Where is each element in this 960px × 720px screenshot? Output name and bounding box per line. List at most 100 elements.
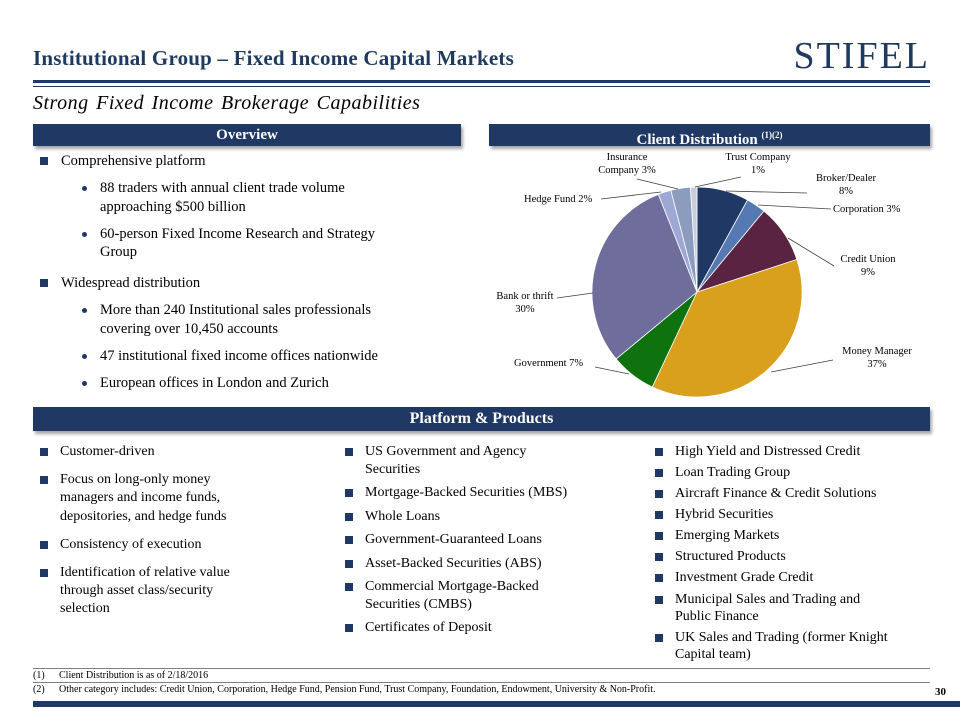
list-item: Loan Trading Group bbox=[655, 464, 917, 481]
circle-bullet-icon bbox=[82, 353, 87, 359]
square-bullet-icon bbox=[345, 559, 353, 568]
list-item-label: Structured Products bbox=[675, 549, 786, 565]
pie-label-corporation: Corporation 3% bbox=[833, 204, 901, 215]
circle-bullet-icon bbox=[82, 308, 87, 314]
pie-slice-trust-company bbox=[689, 186, 698, 293]
stifel-logo: STIFEL bbox=[793, 35, 930, 77]
square-bullet-icon bbox=[655, 574, 663, 583]
footnote-text: Client Distribution is as of 2/18/2016 bbox=[59, 670, 209, 681]
footnotes: (1) Client Distribution is as of 2/18/20… bbox=[33, 668, 930, 696]
list-item-label: Whole Loans bbox=[365, 508, 441, 524]
list-item: UK Sales and Trading (former Knight Capi… bbox=[655, 629, 917, 663]
list-item-label: Government-Guaranteed Loans bbox=[365, 532, 542, 547]
platform-products-header-label: Platform & Products bbox=[409, 410, 554, 427]
square-bullet-icon bbox=[40, 279, 48, 288]
list-item: Commercial Mortgage-Backed Securities (C… bbox=[345, 578, 600, 613]
square-bullet-icon bbox=[655, 532, 663, 541]
leader-line-insurance bbox=[636, 178, 679, 190]
square-bullet-icon bbox=[655, 448, 663, 456]
pie-label-hedge-fund: Hedge Fund 2% bbox=[524, 194, 593, 205]
list-item-label: US Government and Agency Securities bbox=[365, 444, 527, 477]
square-bullet-icon bbox=[345, 448, 353, 456]
pie-label-bank-or-thrift: Bank or thrift 30% bbox=[496, 291, 554, 316]
list-item: Certificates of Deposit bbox=[345, 619, 600, 637]
list-item: Focus on long-only money managers and in… bbox=[40, 471, 255, 526]
list-item-label: 88 traders with annual client trade volu… bbox=[100, 179, 345, 215]
pie-label-money-manager: Money Manager 37% bbox=[842, 346, 912, 371]
list-item-label: Loan Trading Group bbox=[675, 465, 791, 481]
square-bullet-icon bbox=[40, 448, 48, 456]
square-bullet-icon bbox=[40, 157, 48, 165]
list-item: 47 institutional fixed income offices na… bbox=[82, 347, 470, 366]
leader-line-bank-or-thrift bbox=[556, 292, 594, 299]
leader-line-trust bbox=[694, 176, 742, 188]
client-distribution-footnote-refs: (1)(2) bbox=[761, 130, 783, 140]
list-item-label: Hybrid Securities bbox=[675, 507, 774, 523]
square-bullet-icon bbox=[40, 476, 48, 485]
footnote-text: Other category includes: Credit Union, C… bbox=[59, 684, 656, 695]
list-item-label: Aircraft Finance & Credit Solutions bbox=[675, 486, 877, 502]
overview-list: Comprehensive platform 88 traders with a… bbox=[40, 152, 470, 400]
list-item: Comprehensive platform bbox=[40, 152, 470, 171]
overview-header-label: Overview bbox=[216, 127, 278, 143]
footnote-2: (2) Other category includes: Credit Unio… bbox=[33, 682, 930, 696]
client-distribution-header-label: Client Distribution bbox=[636, 132, 758, 148]
footnote-1: (1) Client Distribution is as of 2/18/20… bbox=[33, 668, 930, 682]
square-bullet-icon bbox=[655, 469, 663, 478]
leader-line-money-manager bbox=[770, 359, 834, 373]
list-item-label: Asset-Backed Securities (ABS) bbox=[365, 555, 542, 571]
list-item-label: Mortgage-Backed Securities (MBS) bbox=[365, 485, 568, 500]
square-bullet-icon bbox=[345, 624, 353, 632]
list-item: Government-Guaranteed Loans bbox=[345, 531, 600, 549]
square-bullet-icon bbox=[655, 595, 663, 604]
list-item-label: Municipal Sales and Trading and Public F… bbox=[675, 591, 861, 624]
bottom-bar bbox=[33, 701, 960, 707]
list-item: Investment Grade Credit bbox=[655, 569, 917, 586]
list-item-label: Commercial Mortgage-Backed Securities (C… bbox=[365, 579, 539, 612]
client-distribution-chart: Insurance Company 3% Trust Company 1% Br… bbox=[489, 146, 930, 404]
leader-line-corporation bbox=[757, 204, 832, 210]
leader-line-credit-union bbox=[787, 237, 835, 267]
list-item: Asset-Backed Securities (ABS) bbox=[345, 555, 600, 573]
list-item-label: High Yield and Distressed Credit bbox=[675, 444, 861, 459]
pie-label-trust-company: Trust Company 1% bbox=[725, 152, 791, 177]
square-bullet-icon bbox=[655, 511, 663, 520]
pie-slice-bank-or-thrift bbox=[591, 193, 698, 360]
subtitle: Strong Fixed Income Brokerage Capabiliti… bbox=[33, 92, 421, 114]
list-item: Municipal Sales and Trading and Public F… bbox=[655, 591, 917, 625]
list-item-label: 60-person Fixed Income Research and Stra… bbox=[100, 225, 376, 261]
list-item: Identification of relative value through… bbox=[40, 564, 255, 619]
platform-products-header-bar: Platform & Products bbox=[33, 407, 930, 431]
list-item: More than 240 Institutional sales profes… bbox=[82, 301, 470, 339]
list-item: European offices in London and Zurich bbox=[82, 374, 470, 393]
list-item-label: Certificates of Deposit bbox=[365, 620, 492, 635]
leader-line-hedge-fund bbox=[600, 191, 662, 200]
list-item: Customer-driven bbox=[40, 443, 255, 461]
list-item-label: Widespread distribution bbox=[61, 275, 201, 292]
footnote-marker: (1) bbox=[33, 670, 45, 681]
pie-label-broker-dealer: Broker/Dealer 8% bbox=[815, 173, 877, 198]
list-item-label: 47 institutional fixed income offices na… bbox=[100, 347, 378, 364]
circle-bullet-icon bbox=[82, 185, 87, 191]
list-item-label: Investment Grade Credit bbox=[675, 570, 814, 586]
platform-column-1: Customer-driven Focus on long-only money… bbox=[40, 443, 255, 629]
circle-bullet-icon bbox=[82, 380, 87, 386]
list-item-label: European offices in London and Zurich bbox=[100, 374, 329, 391]
circle-bullet-icon bbox=[82, 231, 87, 237]
pie-slices-group bbox=[591, 186, 803, 398]
pie-slice-money-manager bbox=[651, 259, 803, 398]
square-bullet-icon bbox=[40, 568, 48, 577]
square-bullet-icon bbox=[40, 540, 48, 549]
square-bullet-icon bbox=[345, 583, 353, 591]
square-bullet-icon bbox=[345, 512, 353, 521]
square-bullet-icon bbox=[655, 633, 663, 642]
pie-label-insurance-company: Insurance Company 3% bbox=[598, 152, 656, 177]
list-item: Consistency of execution bbox=[40, 536, 255, 554]
list-item-label: Focus on long-only money managers and in… bbox=[60, 472, 227, 524]
list-item: Mortgage-Backed Securities (MBS) bbox=[345, 484, 600, 502]
pie-label-credit-union: Credit Union 9% bbox=[840, 254, 896, 279]
platform-column-3: High Yield and Distressed Credit Loan Tr… bbox=[655, 443, 917, 667]
platform-column-2: US Government and Agency Securities Mort… bbox=[345, 443, 600, 643]
list-item: US Government and Agency Securities bbox=[345, 443, 600, 478]
